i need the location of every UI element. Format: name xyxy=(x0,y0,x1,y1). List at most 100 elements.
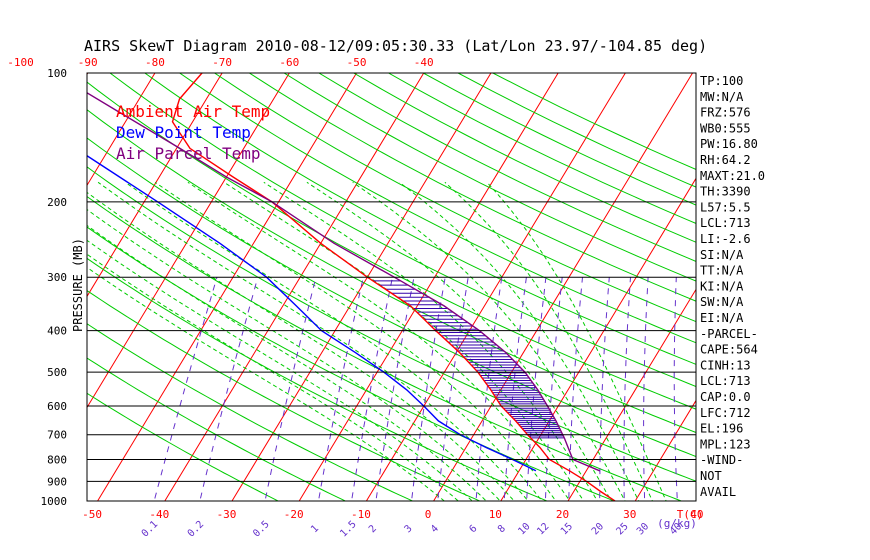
profile-line xyxy=(87,154,537,472)
index-label: MPL:123 xyxy=(700,437,751,451)
top-temperature-tick-label: -70 xyxy=(212,56,232,69)
moist-adiabat-line xyxy=(87,224,487,501)
mixing-ratio-line xyxy=(199,277,259,501)
index-label: SI:N/A xyxy=(700,248,744,262)
bottom-temperature-tick-label: -20 xyxy=(284,508,304,521)
mixing-ratio-line xyxy=(673,277,678,501)
dry-adiabat-line xyxy=(317,73,696,262)
moist-adiabat-line xyxy=(87,253,459,501)
moist-adiabat-line xyxy=(187,181,571,501)
index-label: LCL:713 xyxy=(700,216,751,230)
isotherm-line xyxy=(164,73,425,501)
mixing-ratio-tick-label: 10 xyxy=(516,521,532,537)
dry-adiabat-line xyxy=(87,109,696,434)
index-label: MW:N/A xyxy=(700,90,744,104)
pressure-tick-label: 800 xyxy=(47,454,67,467)
axes: 1002003004005006007008009001000-120-110-… xyxy=(7,56,704,540)
moist-adiabat-line xyxy=(125,181,543,501)
y-axis-label: PRESSURE (MB) xyxy=(71,238,85,332)
top-temperature-tick-label: -50 xyxy=(347,56,367,69)
dry-adiabat-line xyxy=(87,81,696,410)
mixing-ratio-tick-label: 25 xyxy=(614,521,630,537)
pressure-tick-label: 400 xyxy=(47,325,67,338)
mixing-ratio-tick-label: 20 xyxy=(590,521,606,537)
isotherm-line xyxy=(231,73,492,501)
mixing-ratio-tick-label: 1 xyxy=(309,523,321,535)
top-temperature-tick-label: -60 xyxy=(279,56,299,69)
dry-adiabat-line xyxy=(87,392,280,501)
index-label: TH:3390 xyxy=(700,185,751,199)
mixing-ratio-tick-label: 6 xyxy=(468,523,480,535)
mixing-ratio-tick-label: 0.5 xyxy=(251,519,272,540)
dry-adiabat-line xyxy=(109,73,696,388)
top-temperature-tick-label: -90 xyxy=(78,56,98,69)
moist-adiabat-line xyxy=(399,181,640,501)
isotherm-line xyxy=(87,73,223,298)
moist-adiabat-line xyxy=(306,181,612,501)
index-label: LI:-2.6 xyxy=(700,232,751,246)
dry-adiabat-line xyxy=(87,289,481,501)
dry-adiabat-line xyxy=(87,195,683,501)
bottom-temperature-tick-label: 0 xyxy=(425,508,432,521)
legend-entry: Air Parcel Temp xyxy=(116,144,261,163)
pressure-tick-label: 1000 xyxy=(41,495,68,508)
dry-adiabat-line xyxy=(87,257,549,501)
profile-line xyxy=(87,91,600,472)
index-label: SW:N/A xyxy=(700,295,744,309)
index-label: RH:64.2 xyxy=(700,153,751,167)
mixing-ratio-line xyxy=(351,277,393,501)
index-label: WB0:555 xyxy=(700,121,751,135)
isotherm-line xyxy=(433,73,694,501)
isotherm-line xyxy=(97,73,358,501)
bottom-temperature-tick-label: 30 xyxy=(623,508,636,521)
dry-adiabat-line xyxy=(87,226,616,501)
mixing-ratio-line xyxy=(264,277,317,501)
index-label: EI:N/A xyxy=(700,311,744,325)
index-label: -WIND- xyxy=(700,453,743,467)
index-label: -PARCEL- xyxy=(700,327,758,341)
profile-line xyxy=(171,73,616,501)
bottom-temperature-tick-label: -10 xyxy=(351,508,371,521)
index-label: EL:196 xyxy=(700,422,743,436)
pressure-tick-label: 100 xyxy=(47,67,67,80)
index-label: CINH:13 xyxy=(700,358,751,372)
moist-adiabat-line xyxy=(87,239,473,501)
isotherm-line xyxy=(567,288,696,501)
mixing-ratio-tick-label: 12 xyxy=(535,521,551,537)
mixing-ratio-line xyxy=(503,277,527,501)
dry-adiabat-line xyxy=(143,73,696,365)
dry-adiabat-line xyxy=(457,73,696,188)
mixing-ratio-tick-label: 8 xyxy=(496,523,508,535)
diagram-grid xyxy=(87,53,870,510)
chart-title: AIRS SkewT Diagram 2010-08-12/09:05:30.3… xyxy=(84,37,707,55)
index-label: LCL:713 xyxy=(700,374,751,388)
isotherm-line xyxy=(87,73,290,409)
mixing-ratio-line xyxy=(643,277,649,501)
dry-adiabat-line xyxy=(178,73,696,344)
sounding-profiles xyxy=(87,73,616,501)
index-label: CAPE:564 xyxy=(700,343,758,357)
pressure-tick-label: 200 xyxy=(47,196,67,209)
mixing-ratio-tick-label: 1.5 xyxy=(338,519,359,540)
isotherm-line xyxy=(764,53,870,510)
isotherm-line xyxy=(87,73,156,187)
mixing-ratio-tick-label: 30 xyxy=(635,521,651,537)
bottom-temperature-tick-label: 20 xyxy=(556,508,569,521)
pressure-tick-label: 600 xyxy=(47,400,67,413)
bottom-temperature-tick-label: -40 xyxy=(149,508,169,521)
mixing-ratio-line xyxy=(375,277,415,501)
mixing-ratio-tick-label: 4 xyxy=(429,523,441,535)
index-label: LFC:712 xyxy=(700,406,751,420)
dry-adiabat-line xyxy=(87,357,347,501)
mixing-ratio-line xyxy=(599,277,610,501)
index-label: AVAIL xyxy=(700,485,736,499)
temperature-unit-label: T(C) xyxy=(677,508,704,521)
bottom-temperature-tick-label: 10 xyxy=(489,508,502,521)
index-label: MAXT:21.0 xyxy=(700,169,765,183)
legend: Ambient Air Temp Dew Point Temp Air Parcel… xyxy=(116,102,270,163)
pressure-tick-label: 300 xyxy=(47,271,67,284)
top-temperature-tick-label: -40 xyxy=(414,56,434,69)
index-label: L57:5.5 xyxy=(700,200,751,214)
moist-adiabat-line xyxy=(352,181,626,501)
